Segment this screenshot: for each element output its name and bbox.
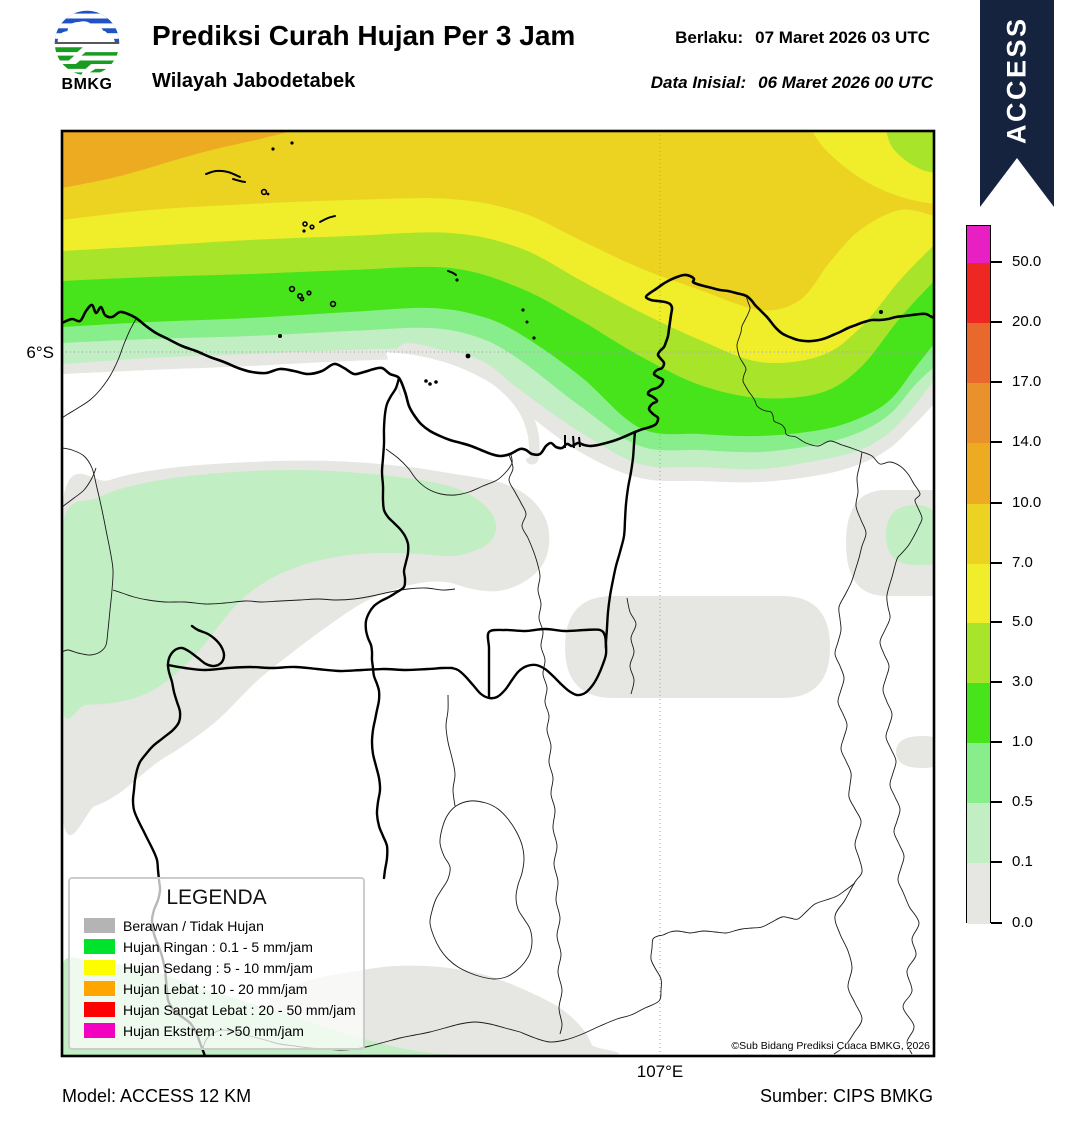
legend-item-label: Hujan Ekstrem : >50 mm/jam	[123, 1022, 304, 1039]
legend-item-label: Hujan Lebat : 10 - 20 mm/jam	[123, 980, 308, 997]
pale-green-core-right	[886, 505, 934, 565]
legend-item: Berawan / Tidak Hujan	[70, 915, 363, 936]
legend-swatch	[84, 918, 115, 933]
map-copyright: ©Sub Bidang Prediksi Cuaca BMKG, 2026	[731, 1040, 930, 1052]
legend-item: Hujan Sangat Lebat : 20 - 50 mm/jam	[70, 999, 363, 1020]
latitude-label: 6°S	[26, 343, 54, 362]
clear-sky-pockets	[386, 343, 540, 465]
access-ribbon: ACCESS	[980, 0, 1054, 207]
colorbar-tick	[991, 861, 1002, 863]
colorbar-tick-label: 7.0	[1012, 554, 1033, 571]
colorbar-tick	[991, 922, 1002, 924]
initial-time-line: Data Inisial: 06 Maret 2026 00 UTC	[651, 73, 933, 93]
admin-boundaries-thin	[62, 294, 923, 1055]
colorbar-tick	[991, 741, 1002, 743]
legend-box: LEGENDA Berawan / Tidak Hujan Hujan Ringa…	[68, 877, 365, 1050]
legend-item-label: Hujan Ringan : 0.1 - 5 mm/jam	[123, 938, 313, 955]
colorbar-tick	[991, 801, 1002, 803]
legend-swatch	[84, 1023, 115, 1038]
colorbar-segment	[967, 683, 990, 743]
colorbar-segment	[967, 504, 990, 564]
island-dots	[266, 141, 883, 386]
colorbar-segment	[967, 263, 990, 323]
rain-contour-bands	[62, 131, 934, 483]
colorbar-tick-label: 20.0	[1012, 313, 1042, 330]
legend-title: LEGENDA	[166, 886, 267, 909]
legend-item: Hujan Sedang : 5 - 10 mm/jam	[70, 957, 363, 978]
band-7-10	[62, 131, 934, 311]
gray-blob-small-right	[896, 736, 934, 768]
colorbar-segment	[967, 863, 990, 924]
initial-time-label: Data Inisial:	[650, 73, 747, 92]
footer-model: Model: ACCESS 12 KM	[62, 1086, 252, 1106]
legend-rows: Berawan / Tidak Hujan Hujan Ringan : 0.1 …	[70, 915, 363, 1041]
colorbar-tick	[991, 621, 1002, 623]
band-tr-chartreuse	[886, 131, 934, 173]
colorbar-tick-label: 17.0	[1012, 373, 1042, 390]
colorbar-segment	[967, 743, 990, 803]
colorbar-segment	[967, 564, 990, 623]
colorbar-tick-label: 0.1	[1012, 853, 1033, 870]
legend-swatch	[84, 939, 115, 954]
legend-swatch	[84, 1002, 115, 1017]
page-title: Prediksi Curah Hujan Per 3 Jam	[152, 20, 576, 51]
legend-swatch	[84, 960, 115, 975]
colorbar-tick-label: 50.0	[1012, 253, 1042, 270]
colorbar-tick	[991, 441, 1002, 443]
colorbar-tick-label: 0.5	[1012, 793, 1033, 810]
colorbar-tick-label: 5.0	[1012, 613, 1033, 630]
footer-source: Sumber: CIPS BMKG	[759, 1086, 933, 1106]
colorbar-tick	[991, 681, 1002, 683]
colorbar-tick	[991, 261, 1002, 263]
colorbar-tick-label: 10.0	[1012, 494, 1042, 511]
colorbar-tick	[991, 502, 1002, 504]
colorbar-segment	[967, 623, 990, 683]
colorbar-tick-label: 14.0	[1012, 433, 1042, 450]
access-ribbon-label: ACCESS	[1001, 16, 1032, 144]
map-border	[60, 129, 936, 1058]
islands	[205, 169, 457, 308]
legend-item-label: Berawan / Tidak Hujan	[123, 917, 264, 934]
valid-time-line: Berlaku: 07 Maret 2026 03 UTC	[675, 28, 930, 48]
legend-item: Hujan Ekstrem : >50 mm/jam	[70, 1020, 363, 1041]
bmkg-logo-label: BMKG	[61, 76, 113, 93]
graticule	[62, 131, 934, 1056]
valid-time-label: Berlaku:	[675, 28, 744, 47]
longitude-label: 107°E	[636, 1062, 684, 1081]
coastline	[62, 273, 934, 458]
colorbar-segment	[967, 323, 990, 383]
colorbar-tick	[991, 381, 1002, 383]
colorbar-tick	[991, 321, 1002, 323]
admin-boundaries-thick	[131, 376, 637, 1056]
colorbar-tick-label: 1.0	[1012, 733, 1033, 750]
colorbar-tick-label: 0.0	[1012, 914, 1033, 931]
colorbar-segment	[967, 226, 990, 263]
legend-item-label: Hujan Sedang : 5 - 10 mm/jam	[123, 959, 313, 976]
legend-item: Hujan Ringan : 0.1 - 5 mm/jam	[70, 936, 363, 957]
colorbar-segment	[967, 443, 990, 504]
colorbar-segment	[967, 803, 990, 863]
initial-time-value: 06 Maret 2026 00 UTC	[758, 73, 933, 92]
legend-swatch	[84, 981, 115, 996]
page-subtitle: Wilayah Jabodetabek	[152, 70, 356, 92]
legend-item-label: Hujan Sangat Lebat : 20 - 50 mm/jam	[123, 1001, 356, 1018]
colorbar-segments	[966, 225, 991, 924]
bmkg-logo-block: BMKG	[50, 8, 124, 94]
band-10-14	[62, 131, 292, 188]
valid-time-value: 07 Maret 2026 03 UTC	[755, 28, 930, 47]
legend-item: Hujan Lebat : 10 - 20 mm/jam	[70, 978, 363, 999]
access-ribbon-shape	[980, 0, 1054, 207]
port-piers	[564, 435, 581, 449]
colorbar-tick-label: 3.0	[1012, 673, 1033, 690]
colorbar-tick	[991, 562, 1002, 564]
bmkg-logo	[54, 10, 120, 76]
colorbar-segment	[967, 383, 990, 443]
